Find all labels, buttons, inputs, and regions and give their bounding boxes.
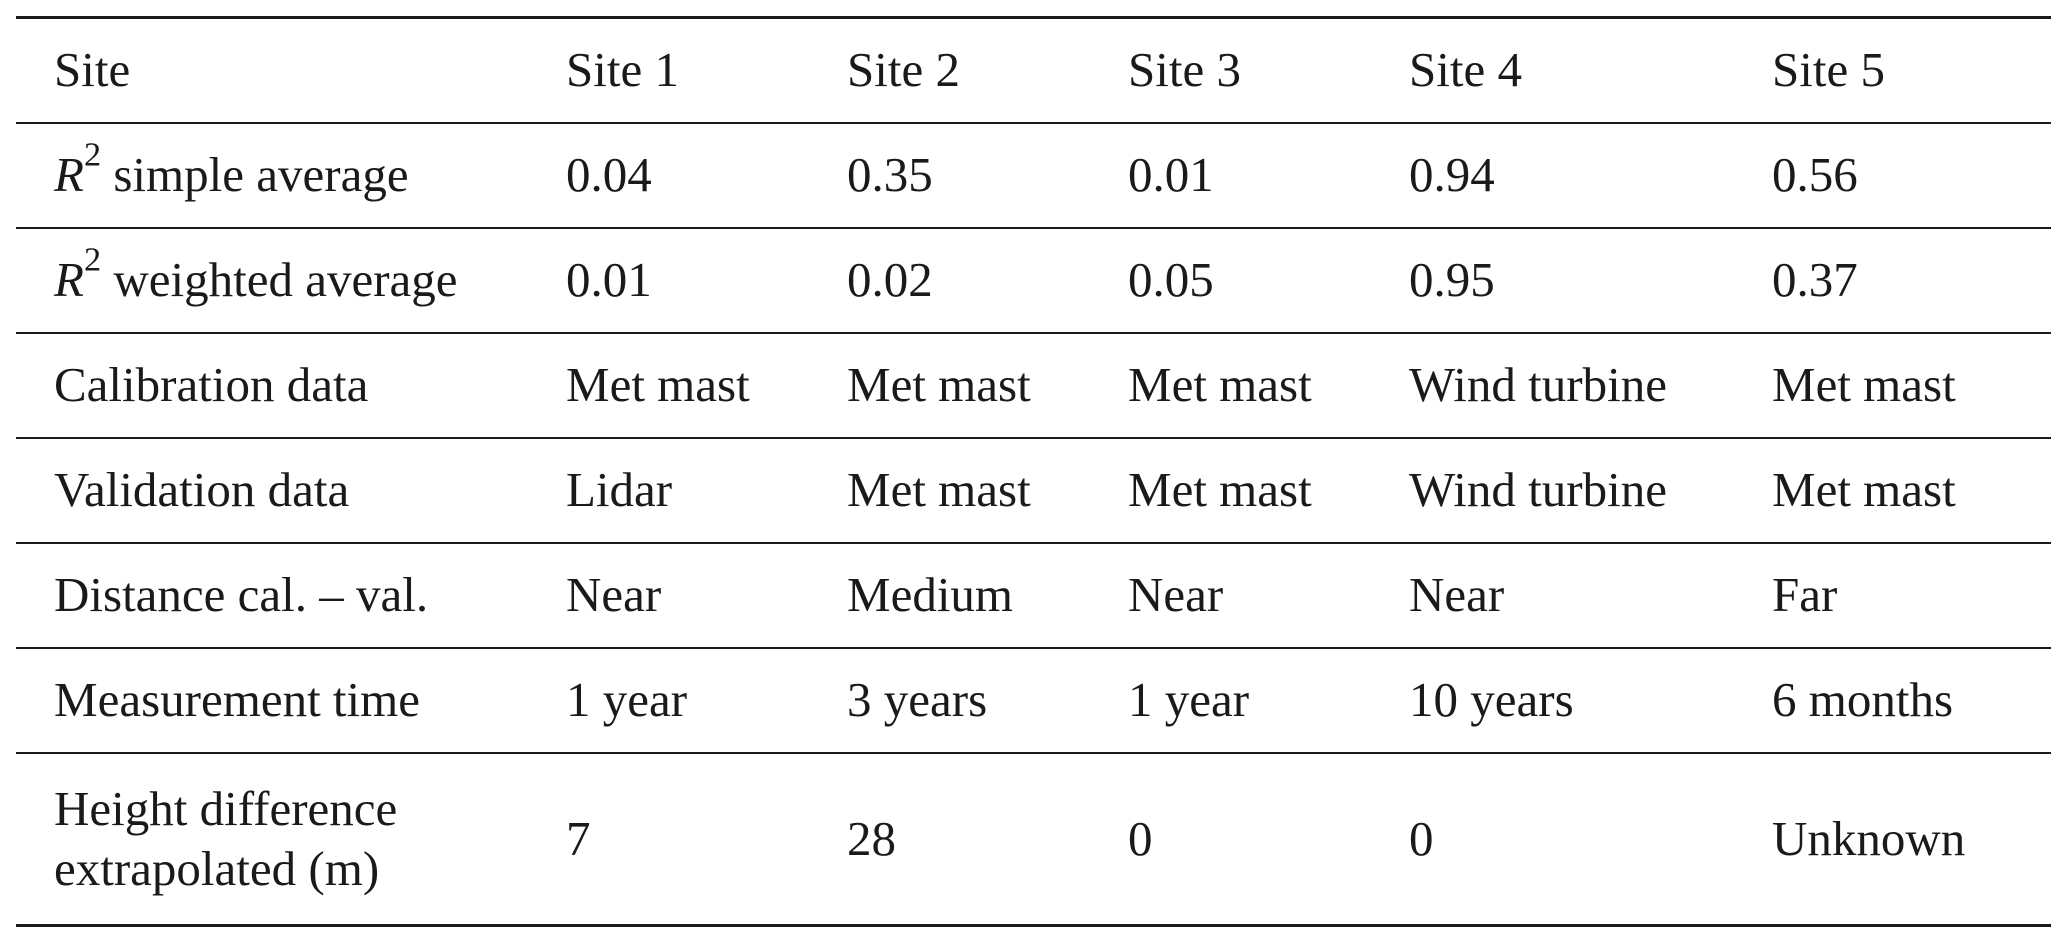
- row-label: Height difference extrapolated (m): [16, 753, 554, 926]
- table-cell: Met mast: [1772, 462, 1956, 518]
- table-row-r2-weighted-average: R2 weighted average 0.01 0.02 0.05 0.95 …: [16, 228, 2051, 333]
- superscript: 2: [83, 240, 102, 279]
- table-cell: 28: [847, 810, 896, 866]
- table-cell: 6 months: [1772, 672, 1954, 728]
- site-comparison-table: Site Site 1 Site 2 Site 3 Site 4 Site 5 …: [16, 16, 2051, 927]
- row-label-line-1: Height difference: [54, 781, 398, 837]
- table-row-height-difference: Height difference extrapolated (m) 7 28 0…: [16, 753, 2051, 926]
- table-cell: Lidar: [566, 462, 673, 518]
- table-cell: Met mast: [847, 462, 1031, 518]
- table-cell: Wind turbine: [1409, 357, 1667, 413]
- table-cell: 3 years: [847, 672, 988, 728]
- row-label: R2 simple average: [16, 123, 554, 228]
- table-row-validation-data: Validation data Lidar Met mast Met mast …: [16, 438, 2051, 543]
- row-label: Distance cal. – val.: [54, 567, 429, 623]
- table-cell: Far: [1772, 567, 1838, 623]
- table-cell: 0: [1409, 810, 1434, 866]
- table-cell: Near: [1128, 567, 1224, 623]
- table-cell: 0.56: [1772, 147, 1858, 203]
- table-cell: 0.01: [566, 252, 652, 308]
- header-cell-site: Site: [54, 42, 131, 98]
- table-cell: Met mast: [847, 357, 1031, 413]
- row-label-text: simple average: [101, 147, 409, 203]
- table-row-measurement-time: Measurement time 1 year 3 years 1 year 1…: [16, 648, 2051, 753]
- header-cell-site-4: Site 4: [1409, 42, 1522, 98]
- table-cell: 1 year: [1128, 672, 1250, 728]
- row-label: R2 weighted average: [16, 228, 554, 333]
- header-cell-site-5: Site 5: [1772, 42, 1885, 98]
- table-cell: 10 years: [1409, 672, 1574, 728]
- table-cell: Unknown: [1772, 810, 1966, 866]
- row-label-text: weighted average: [101, 252, 458, 308]
- table-row-calibration-data: Calibration data Met mast Met mast Met m…: [16, 333, 2051, 438]
- table-cell: 0.02: [847, 252, 933, 308]
- row-label: Calibration data: [54, 357, 369, 413]
- table-cell: 0.04: [566, 147, 652, 203]
- table-cell: Met mast: [1772, 357, 1956, 413]
- table-cell: Met mast: [1128, 357, 1312, 413]
- table-cell: Near: [566, 567, 662, 623]
- r-variable: R: [54, 252, 84, 308]
- table-row-r2-simple-average: R2 simple average 0.04 0.35 0.01 0.94 0.…: [16, 123, 2051, 228]
- table-cell: 0.01: [1128, 147, 1214, 203]
- table-cell: Met mast: [566, 357, 750, 413]
- table-cell: Wind turbine: [1409, 462, 1667, 518]
- table-cell: 7: [566, 810, 591, 866]
- row-label-line-2: extrapolated (m): [54, 841, 380, 896]
- table-header-row: Site Site 1 Site 2 Site 3 Site 4 Site 5: [16, 17, 2051, 123]
- table-cell: Medium: [847, 567, 1014, 623]
- table-cell: 0.35: [847, 147, 933, 203]
- row-label: Validation data: [54, 462, 350, 518]
- superscript: 2: [83, 135, 102, 174]
- row-label: Measurement time: [54, 672, 421, 728]
- r-variable: R: [54, 147, 84, 203]
- table-cell: 0.94: [1409, 147, 1495, 203]
- table-cell: Near: [1409, 567, 1505, 623]
- table-cell: 0: [1128, 810, 1153, 866]
- data-table-container: Site Site 1 Site 2 Site 3 Site 4 Site 5 …: [16, 16, 2051, 927]
- header-cell-site-1: Site 1: [566, 42, 679, 98]
- table-cell: 0.05: [1128, 252, 1214, 308]
- header-cell-site-2: Site 2: [847, 42, 960, 98]
- table-cell: 0.95: [1409, 252, 1495, 308]
- table-cell: 0.37: [1772, 252, 1858, 308]
- table-row-distance: Distance cal. – val. Near Medium Near Ne…: [16, 543, 2051, 648]
- header-cell-site-3: Site 3: [1128, 42, 1241, 98]
- table-cell: 1 year: [566, 672, 688, 728]
- table-cell: Met mast: [1128, 462, 1312, 518]
